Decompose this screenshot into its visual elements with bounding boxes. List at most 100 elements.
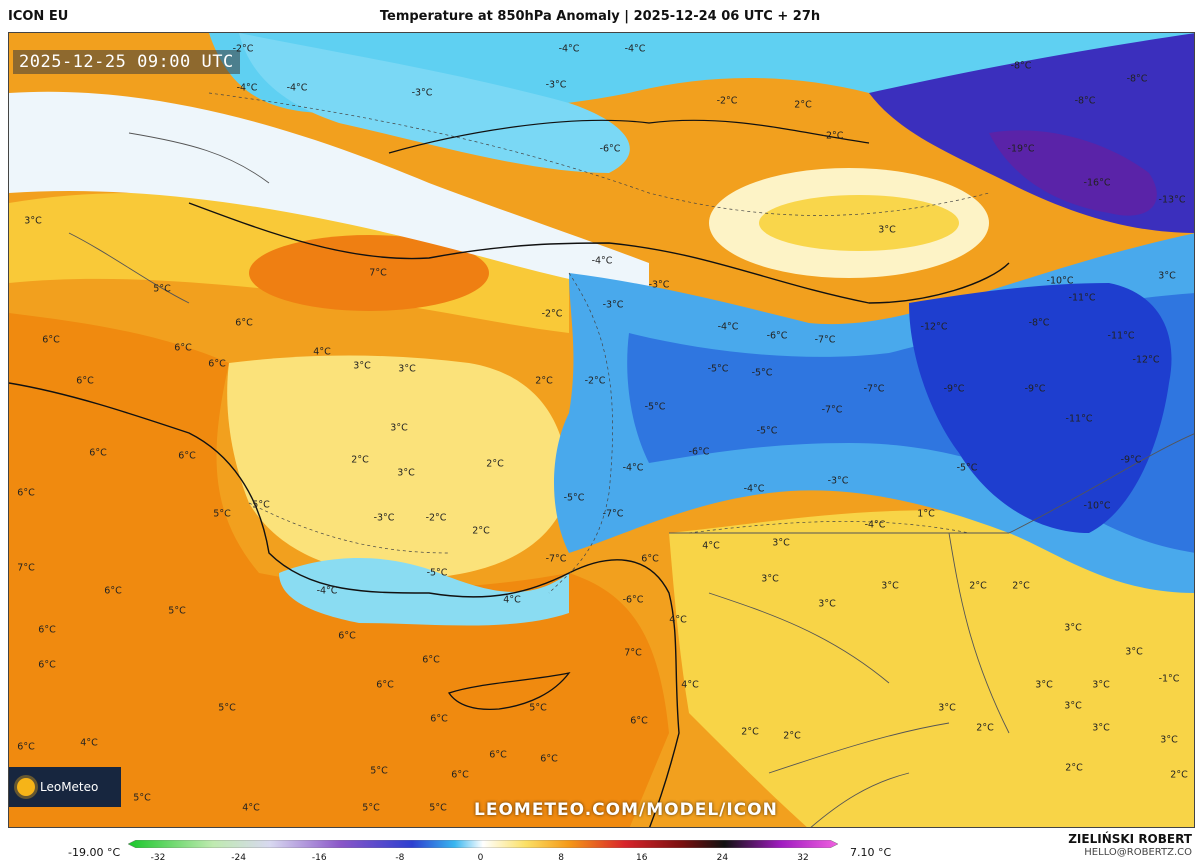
colorbar-min-label: -19.00 °C xyxy=(68,846,121,859)
model-name: ICON EU xyxy=(8,9,69,24)
temperature-label: -3°C xyxy=(545,79,567,91)
author-name: ZIELIŃSKI ROBERT xyxy=(1068,832,1192,846)
colorbar-tick: 32 xyxy=(797,853,809,863)
colorbar-tick: -16 xyxy=(311,853,327,863)
colorbar-tick: -8 xyxy=(395,853,405,863)
temperature-label: -4°C xyxy=(622,462,644,474)
temperature-label: -11°C xyxy=(1065,413,1093,425)
temperature-label: 3°C xyxy=(24,215,42,227)
temperature-label: -3°C xyxy=(648,279,670,291)
temperature-label: 4°C xyxy=(681,679,699,691)
temperature-label: 3°C xyxy=(818,598,836,610)
temperature-label: -8°C xyxy=(1010,60,1032,72)
temperature-label: -4°C xyxy=(717,321,739,333)
temperature-label: -8°C xyxy=(1074,95,1096,107)
temperature-label: 3°C xyxy=(878,224,896,236)
temperature-label: 3°C xyxy=(1125,646,1143,658)
temperature-label: 3°C xyxy=(761,573,779,585)
temperature-label: -2°C xyxy=(584,375,606,387)
temperature-label: 6°C xyxy=(178,450,196,462)
temperature-label: 2°C xyxy=(351,454,369,466)
temperature-label: 5°C xyxy=(153,283,171,295)
temperature-label: 2°C xyxy=(794,99,812,111)
colorbar xyxy=(128,840,838,848)
temperature-label: 2°C xyxy=(1170,769,1188,781)
temperature-label: 2°C xyxy=(1012,580,1030,592)
temperature-label: -1°C xyxy=(1158,673,1180,685)
temperature-label: 6°C xyxy=(489,749,507,761)
temperature-label: 3°C xyxy=(1064,622,1082,634)
temperature-label: 6°C xyxy=(208,358,226,370)
temperature-label: -11°C xyxy=(1068,292,1096,304)
temperature-label: 3°C xyxy=(1158,270,1176,282)
temperature-label: 3°C xyxy=(772,537,790,549)
temperature-label: -10°C xyxy=(1046,275,1074,287)
temperature-label: -7°C xyxy=(863,383,885,395)
legend-footer: -19.00 °C -32 -24 -16 -8 0 8 16 24 32 7.10 xyxy=(0,828,1200,863)
temperature-label: 2°C xyxy=(486,458,504,470)
temperature-label: -6°C xyxy=(599,143,621,155)
temperature-label: 4°C xyxy=(669,614,687,626)
temperature-label: -7°C xyxy=(545,553,567,565)
temperature-label: 6°C xyxy=(641,553,659,565)
temperature-label: -9°C xyxy=(1120,454,1142,466)
temperature-label: 2°C xyxy=(969,580,987,592)
source-watermark: LEOMETEO.COM/MODEL/ICON xyxy=(474,800,778,820)
temperature-label: -2°C xyxy=(822,130,844,142)
temperature-label: -4°C xyxy=(624,43,646,55)
colorbar-tick: 24 xyxy=(716,853,729,863)
header-bar: ICON EU Temperature at 850hPa Anomaly | … xyxy=(0,0,1200,32)
temperature-label: 6°C xyxy=(451,769,469,781)
colorbar-max-label: 7.10 °C xyxy=(850,846,892,859)
sun-icon xyxy=(17,778,35,796)
temperature-label: 3°C xyxy=(1035,679,1053,691)
temperature-label: 3°C xyxy=(1092,722,1110,734)
temperature-label: -12°C xyxy=(1132,354,1160,366)
temperature-label: -2°C xyxy=(716,95,738,107)
temperature-label: -5°C xyxy=(426,567,448,579)
temperature-label: -5°C xyxy=(644,401,666,413)
temperature-label: 4°C xyxy=(313,346,331,358)
temperature-label: 4°C xyxy=(503,594,521,606)
temperature-label: -9°C xyxy=(943,383,965,395)
temperature-label: 4°C xyxy=(80,737,98,749)
temperature-label: -4°C xyxy=(743,483,765,495)
temperature-label: -12°C xyxy=(920,321,948,333)
temperature-label: -4°C xyxy=(591,255,613,267)
temperature-label: 4°C xyxy=(242,802,260,814)
temperature-label: -2°C xyxy=(425,512,447,524)
temperature-label: -5°C xyxy=(756,425,778,437)
temperature-label: -5°C xyxy=(707,363,729,375)
temperature-label: 4°C xyxy=(702,540,720,552)
temperature-label: 6°C xyxy=(42,334,60,346)
colorbar-tick: -24 xyxy=(231,853,246,863)
temperature-label: 2°C xyxy=(741,726,759,738)
temperature-label: 3°C xyxy=(397,467,415,479)
logo-text: LeoMeteo xyxy=(40,780,99,794)
temperature-label: 6°C xyxy=(38,624,56,636)
temperature-label: -5°C xyxy=(956,462,978,474)
temperature-label: 5°C xyxy=(362,802,380,814)
temperature-label: -3°C xyxy=(373,512,395,524)
temperature-label: -6°C xyxy=(766,330,788,342)
temperature-label: 6°C xyxy=(430,713,448,725)
temperature-label: 6°C xyxy=(235,317,253,329)
temperature-label: 3°C xyxy=(938,702,956,714)
temperature-label: -2°C xyxy=(541,308,563,320)
temperature-label: 3°C xyxy=(390,422,408,434)
temperature-label: 3°C xyxy=(398,363,416,375)
author-email: HELLO@ROBERTZ.CO xyxy=(1084,847,1192,858)
temperature-label: 6°C xyxy=(630,715,648,727)
colorbar-tick: 16 xyxy=(636,853,648,863)
map-title: Temperature at 850hPa Anomaly | 2025-12-… xyxy=(379,9,821,24)
temperature-label: -7°C xyxy=(821,404,843,416)
temperature-label: 6°C xyxy=(17,741,35,753)
colorbar-tick: 8 xyxy=(558,853,564,863)
temperature-label: -10°C xyxy=(1083,500,1111,512)
temperature-label: -9°C xyxy=(1024,383,1046,395)
temperature-label: 7°C xyxy=(624,647,642,659)
temperature-label: -16°C xyxy=(1083,177,1111,189)
temperature-label: -11°C xyxy=(1107,330,1135,342)
temperature-label: 5°C xyxy=(213,508,231,520)
temperature-label: 7°C xyxy=(369,267,387,279)
